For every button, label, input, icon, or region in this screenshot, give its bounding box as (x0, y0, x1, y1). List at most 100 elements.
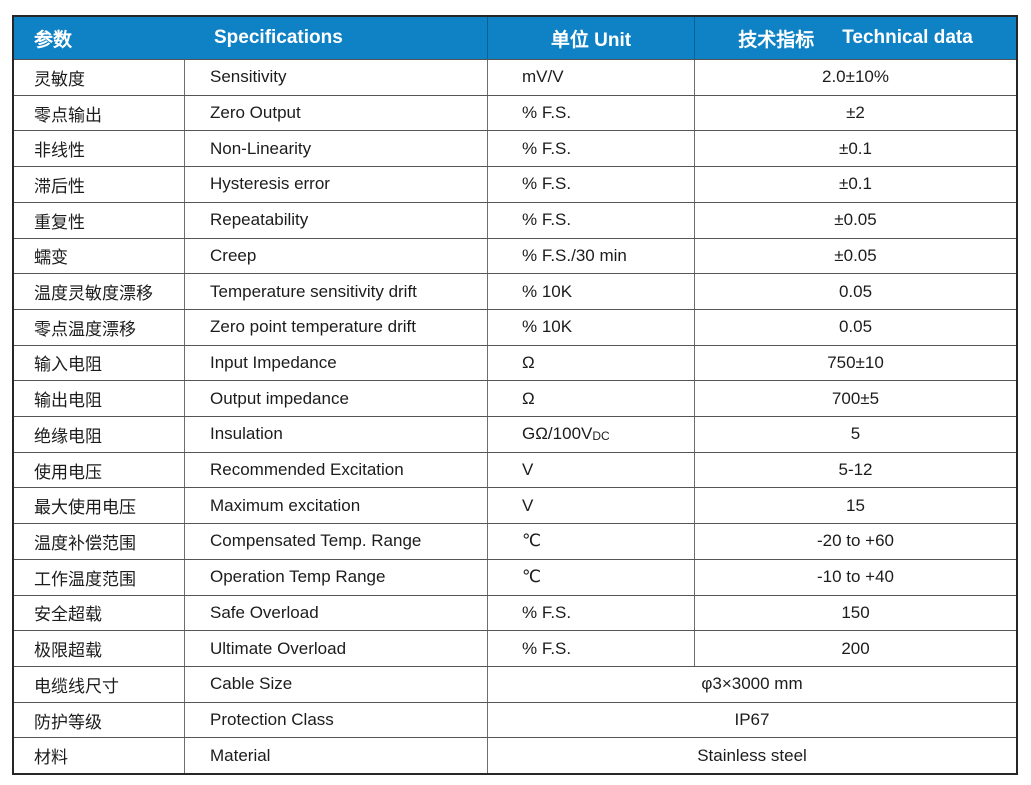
merged-value-cell: Stainless steel (487, 738, 1016, 774)
header-unit: 单位 Unit (487, 17, 694, 59)
unit-text: Ω (522, 388, 535, 408)
value-cell: -10 to +40 (694, 559, 1016, 595)
spec-en: Compensated Temp. Range (184, 524, 487, 559)
unit-cell: ℃ (487, 559, 694, 595)
spec-en: Insulation (184, 417, 487, 452)
table-row-zero-output: 零点输出 Zero Output % F.S. ±2 (14, 94, 1016, 131)
param-zh: 工作温度范围 (34, 569, 136, 589)
table-row-maximum-excitation: 最大使用电压 Maximum excitation V 15 (14, 487, 1016, 524)
value-cell: -20 to +60 (694, 524, 1016, 559)
merged-value-cell: IP67 (487, 702, 1016, 738)
spec-en: Cable Size (184, 666, 487, 702)
table-row-temp-sensitivity-drift: 温度灵敏度漂移 Temperature sensitivity drift % … (14, 273, 1016, 309)
header-technical-data-zh: 技术指标 (738, 29, 815, 51)
value-cell: 700±5 (694, 381, 1016, 417)
param-zh: 重复性 (34, 212, 85, 232)
table-row-hysteresis: 滞后性 Hysteresis error % F.S. ±0.1 (14, 166, 1016, 202)
unit-text: % F.S. (522, 174, 572, 194)
unit-cell: % F.S. (487, 131, 694, 167)
unit-cell: ℃ (487, 524, 694, 559)
header-technical-data: 技术指标 Technical data (694, 17, 1016, 59)
unit-cell: % F.S. (487, 167, 694, 202)
header-param: 参数 (34, 29, 73, 51)
value-cell: 200 (694, 631, 1016, 666)
header-specifications: Specifications (214, 27, 343, 48)
param-zh: 材料 (34, 748, 68, 768)
unit-text: % F.S. (522, 138, 572, 158)
unit-text: GΩ/100V (522, 424, 593, 444)
unit-text: % F.S. (522, 103, 572, 123)
value-cell: ±2 (694, 95, 1016, 131)
spec-en: Ultimate Overload (184, 631, 487, 666)
param-zh: 防护等级 (34, 712, 102, 732)
param-zh: 滞后性 (34, 176, 85, 196)
spec-en: Maximum excitation (184, 488, 487, 524)
spec-en: Repeatability (184, 202, 487, 238)
unit-cell: % F.S. (487, 595, 694, 631)
unit-cell: % 10K (487, 274, 694, 309)
value-cell: ±0.1 (694, 167, 1016, 202)
value-cell: 2.0±10% (694, 60, 1016, 95)
header-technical-data-en: Technical data (842, 27, 973, 48)
unit-text: % F.S./30 min (522, 245, 627, 265)
unit-cell: V (487, 488, 694, 524)
unit-cell: mV/V (487, 60, 694, 95)
unit-text: V (522, 460, 534, 480)
table-row-repeatability: 重复性 Repeatability % F.S. ±0.05 (14, 201, 1016, 238)
unit-cell: Ω (487, 345, 694, 381)
value-cell: 150 (694, 595, 1016, 631)
value-cell: 750±10 (694, 345, 1016, 381)
param-zh: 温度灵敏度漂移 (34, 284, 153, 304)
value-cell: ±0.05 (694, 202, 1016, 238)
table-row-output-impedance: 输出电阻 Output impedance Ω 700±5 (14, 380, 1016, 417)
table-row-input-impedance: 输入电阻 Input Impedance Ω 750±10 (14, 344, 1016, 381)
param-zh: 非线性 (34, 141, 85, 161)
table-row-protection-class: 防护等级 Protection Class IP67 (14, 701, 1016, 738)
unit-text: mV/V (522, 67, 564, 87)
unit-text: % F.S. (522, 638, 572, 658)
param-zh: 输入电阻 (34, 355, 102, 375)
param-zh: 灵敏度 (34, 69, 85, 89)
spec-en: Safe Overload (184, 595, 487, 631)
table-row-sensitivity: 灵敏度 Sensitivity mV/V 2.0±10% (14, 59, 1016, 95)
param-zh: 绝缘电阻 (34, 426, 102, 446)
table-row-non-linearity: 非线性 Non-Linearity % F.S. ±0.1 (14, 130, 1016, 167)
unit-cell: % F.S. (487, 202, 694, 238)
spec-en: Output impedance (184, 381, 487, 417)
table-header-row: 参数 Specifications 单位 Unit 技术指标 Technical… (14, 17, 1016, 59)
table-row-insulation: 绝缘电阻 Insulation GΩ/100V DC 5 (14, 416, 1016, 452)
unit-text: ℃ (522, 567, 542, 587)
spec-en: Operation Temp Range (184, 559, 487, 595)
value-cell: 5 (694, 417, 1016, 452)
spec-en: Input Impedance (184, 345, 487, 381)
unit-text: V (522, 495, 534, 515)
param-zh: 零点输出 (34, 105, 102, 125)
value-cell: 0.05 (694, 309, 1016, 345)
unit-cell: GΩ/100V DC (487, 417, 694, 452)
unit-text: ℃ (522, 531, 542, 551)
spec-en: Protection Class (184, 702, 487, 738)
spec-en: Temperature sensitivity drift (184, 274, 487, 309)
unit-text: % F.S. (522, 602, 572, 622)
table-row-cable-size: 电缆线尺寸 Cable Size φ3×3000 mm (14, 665, 1016, 702)
table-row-creep: 蠕变 Creep % F.S./30 min ±0.05 (14, 237, 1016, 274)
param-zh: 使用电压 (34, 462, 102, 482)
spec-en: Sensitivity (184, 60, 487, 95)
param-zh: 零点温度漂移 (34, 319, 136, 339)
param-zh: 安全超载 (34, 605, 102, 625)
merged-value-cell: φ3×3000 mm (487, 666, 1016, 702)
value-cell: ±0.05 (694, 238, 1016, 274)
value-cell: 15 (694, 488, 1016, 524)
param-zh: 输出电阻 (34, 391, 102, 411)
table-row-zero-temp-drift: 零点温度漂移 Zero point temperature drift % 10… (14, 308, 1016, 345)
table-row-compensated-temp-range: 温度补偿范围 Compensated Temp. Range ℃ -20 to … (14, 523, 1016, 559)
param-zh: 温度补偿范围 (34, 533, 136, 553)
table-row-ultimate-overload: 极限超载 Ultimate Overload % F.S. 200 (14, 630, 1016, 666)
spec-en: Zero Output (184, 95, 487, 131)
unit-cell: % 10K (487, 309, 694, 345)
param-zh: 蠕变 (34, 248, 68, 268)
unit-text: % 10K (522, 317, 573, 337)
value-cell: ±0.1 (694, 131, 1016, 167)
unit-subscript: DC (592, 429, 610, 444)
